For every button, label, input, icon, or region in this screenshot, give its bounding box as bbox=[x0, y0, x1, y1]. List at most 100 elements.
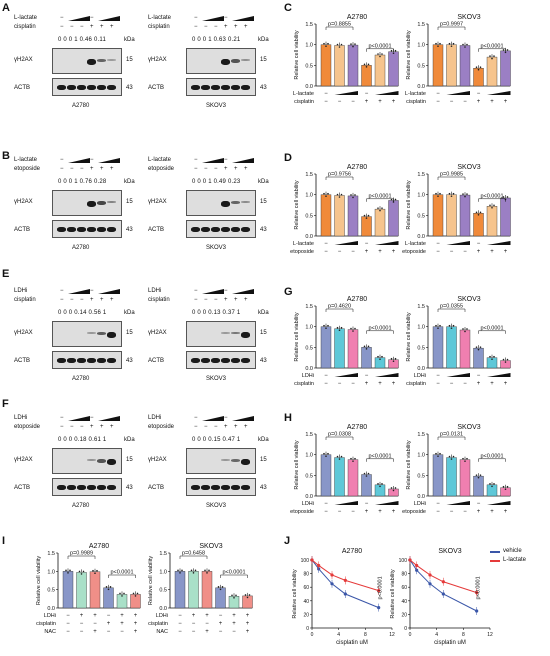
blot-row2-sign: − bbox=[214, 24, 218, 30]
data-point bbox=[136, 592, 139, 595]
kda-label: kDa bbox=[124, 37, 135, 43]
bar bbox=[432, 44, 444, 87]
condition-sign: − bbox=[463, 509, 467, 515]
condition-sign: + bbox=[246, 621, 250, 627]
data-point bbox=[394, 49, 397, 52]
y-tick-label: 0.5 bbox=[417, 213, 425, 219]
bar bbox=[459, 459, 471, 497]
bar bbox=[473, 213, 484, 237]
data-point bbox=[491, 57, 493, 60]
data-point bbox=[354, 327, 356, 330]
mw-15: 15 bbox=[126, 457, 133, 463]
condition-label: LDHi bbox=[414, 373, 426, 379]
data-point bbox=[441, 592, 445, 596]
blot-quant-values: 0 0 0 1 0.76 0.28 bbox=[58, 179, 107, 185]
h2ax-blot bbox=[52, 321, 122, 347]
blot-row2-sign: + bbox=[90, 166, 94, 172]
actb-blot bbox=[52, 351, 122, 369]
condition-sign: − bbox=[351, 509, 355, 515]
blot-row1-minus: − bbox=[90, 415, 94, 421]
condition-sign: − bbox=[351, 99, 355, 105]
blot-row1-ramp bbox=[202, 289, 224, 294]
chart-title: SKOV3 bbox=[438, 548, 461, 555]
data-point bbox=[489, 483, 491, 485]
condition-sign: + bbox=[490, 509, 494, 515]
blot-row2-sign: − bbox=[214, 166, 218, 172]
h2ax-band bbox=[107, 459, 116, 465]
mw-15: 15 bbox=[126, 57, 133, 63]
actb-band bbox=[231, 485, 240, 490]
blot-row2-sign: − bbox=[204, 24, 208, 30]
panel-label-b: B bbox=[2, 150, 10, 162]
p-bracket bbox=[478, 48, 506, 52]
condition-sign: − bbox=[178, 621, 182, 627]
condition-label: cisplatin bbox=[36, 621, 56, 627]
dose-ramp bbox=[487, 501, 511, 505]
condition-sign: − bbox=[436, 241, 440, 247]
blot-row2-sign: − bbox=[204, 297, 208, 303]
data-point bbox=[323, 452, 325, 455]
condition-label: cisplatin bbox=[148, 621, 168, 627]
condition-label: LDHi bbox=[302, 373, 314, 379]
bar bbox=[486, 56, 498, 87]
y-tick-label: 1.0 bbox=[417, 43, 425, 49]
p-value-label: p<0.0001 bbox=[480, 43, 503, 49]
data-point bbox=[394, 357, 397, 360]
blot-row1-ramp bbox=[202, 16, 224, 21]
chart-title: A2780 bbox=[347, 164, 367, 171]
data-point bbox=[504, 51, 507, 54]
y-axis-label: Relative cell viability bbox=[406, 30, 412, 79]
blot-row1-minus: − bbox=[224, 415, 228, 421]
y-axis-label: Relative cell viability bbox=[294, 312, 300, 361]
data-point bbox=[493, 483, 495, 485]
p-bracket bbox=[220, 574, 248, 578]
actb-band bbox=[107, 85, 116, 90]
condition-sign: − bbox=[436, 509, 440, 515]
condition-label: etoposide bbox=[402, 249, 426, 255]
data-point bbox=[78, 570, 81, 573]
actb-band bbox=[107, 485, 116, 490]
data-point bbox=[192, 572, 195, 574]
condition-label: etoposide bbox=[290, 509, 314, 515]
condition-sign: + bbox=[477, 249, 481, 255]
p-bracket bbox=[325, 26, 354, 30]
actb-label: ACTB bbox=[14, 227, 31, 233]
actb-band bbox=[107, 358, 116, 363]
x-tick-label: 0 bbox=[311, 632, 314, 638]
actb-blot bbox=[186, 351, 256, 369]
blot-row2-sign: − bbox=[80, 24, 84, 30]
p-bracket bbox=[437, 436, 466, 440]
data-point bbox=[506, 196, 509, 198]
p-value-label: p=0.0308 bbox=[328, 432, 351, 438]
data-point bbox=[464, 195, 466, 198]
data-point bbox=[367, 472, 370, 475]
mw-15: 15 bbox=[260, 199, 267, 205]
data-point bbox=[477, 476, 480, 479]
blot-row2-sign: + bbox=[234, 166, 238, 172]
data-point bbox=[109, 586, 112, 588]
chart-title: A2780 bbox=[342, 548, 362, 555]
blot-quant-values: 0 0 0 1 0.46 0.11 bbox=[58, 37, 106, 43]
condition-label: NAC bbox=[156, 629, 168, 635]
data-point bbox=[466, 328, 468, 330]
data-point bbox=[504, 488, 507, 491]
condition-sign: + bbox=[232, 613, 236, 619]
data-point bbox=[392, 52, 395, 54]
actb-band bbox=[231, 85, 240, 90]
data-point bbox=[325, 327, 327, 329]
blot-row1-label: LDHi bbox=[14, 288, 28, 294]
condition-sign: + bbox=[504, 99, 508, 105]
p-bracket bbox=[437, 26, 466, 30]
p-value-label: p<0.0001 bbox=[368, 325, 391, 331]
condition-sign: − bbox=[219, 629, 223, 635]
data-point bbox=[439, 324, 441, 327]
condition-sign: − bbox=[93, 621, 97, 627]
blot-row1-minus: − bbox=[224, 157, 228, 163]
data-point bbox=[475, 591, 479, 595]
data-point bbox=[340, 43, 343, 46]
condition-sign: + bbox=[134, 621, 138, 627]
data-point bbox=[231, 594, 233, 597]
y-tick-label: 60 bbox=[303, 585, 309, 591]
blot-row1-ramp bbox=[202, 416, 224, 421]
condition-sign: + bbox=[504, 381, 508, 387]
